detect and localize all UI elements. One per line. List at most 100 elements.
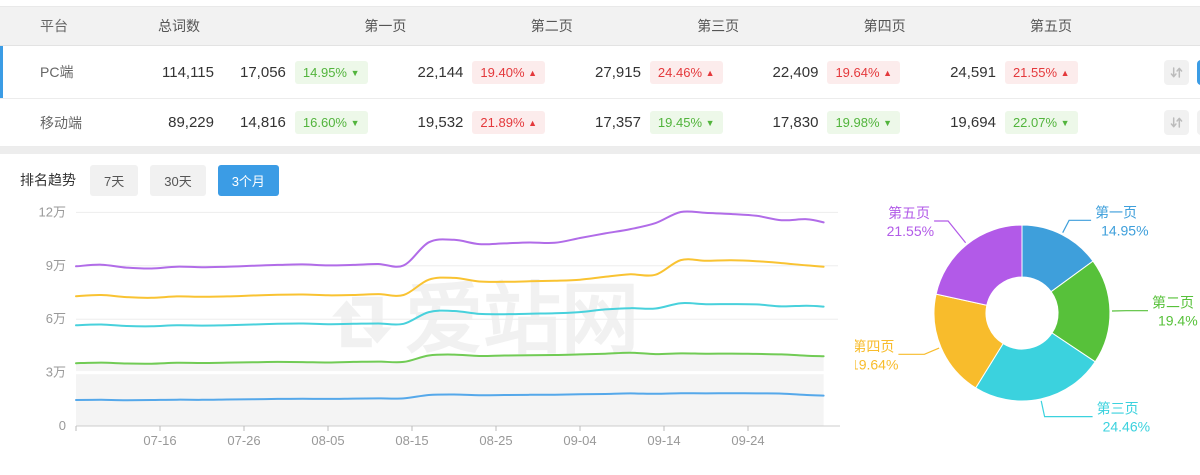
- donut-label-percent: 19.64%: [855, 356, 898, 372]
- x-tick-label: 08-05: [311, 433, 344, 448]
- column-header: 第四页: [739, 16, 905, 36]
- donut-slice-第五页: [936, 225, 1022, 305]
- arrow-down-icon: ▼: [706, 118, 715, 128]
- total-words-cell: 114,115: [118, 64, 240, 81]
- trend-chart-button[interactable]: [1197, 110, 1200, 135]
- x-tick-label: 07-26: [227, 433, 260, 448]
- row-actions: [1128, 60, 1200, 85]
- arrow-up-icon: ▲: [528, 118, 537, 128]
- y-tick-label: 9万: [46, 258, 66, 273]
- label-leader-line: [898, 348, 939, 354]
- y-tick-label: 6万: [46, 311, 66, 326]
- page-3-cell: 27,915 24.46% ▲: [595, 61, 773, 84]
- x-tick-label: 09-24: [731, 433, 764, 448]
- arrow-down-icon: ▼: [351, 118, 360, 128]
- arrow-up-icon: ▲: [528, 68, 537, 78]
- x-tick-label: 09-14: [647, 433, 680, 448]
- trend-header: 排名趋势 7天 30天 3个月: [0, 166, 1200, 194]
- x-tick-label: 08-25: [479, 433, 512, 448]
- column-header: 第三页: [573, 16, 739, 36]
- aizhan-logo-icon: [332, 297, 391, 347]
- change-badge: 19.64% ▲: [827, 61, 900, 84]
- page-count: 22,409: [773, 64, 819, 81]
- tab-30-days[interactable]: 30天: [150, 165, 205, 196]
- sort-arrows-icon: [1169, 115, 1184, 130]
- sort-button[interactable]: [1164, 60, 1189, 85]
- page-count: 17,830: [773, 114, 819, 131]
- total-words-cell: 89,229: [118, 114, 240, 131]
- page-4-cell: 22,409 19.64% ▲: [773, 61, 951, 84]
- x-tick-label: 07-16: [143, 433, 176, 448]
- change-badge: 21.55% ▲: [1005, 61, 1078, 84]
- change-badge: 19.98% ▼: [827, 111, 900, 134]
- page-count: 27,915: [595, 64, 641, 81]
- platform-cell: 移动端: [0, 113, 118, 133]
- column-header: 平台: [0, 16, 118, 36]
- change-badge: 19.40% ▲: [472, 61, 545, 84]
- donut-label-percent: 24.46%: [1103, 419, 1150, 435]
- trend-title: 排名趋势: [20, 170, 76, 190]
- change-badge: 16.60% ▼: [295, 111, 368, 134]
- change-badge: 14.95% ▼: [295, 61, 368, 84]
- page-2-cell: 22,144 19.40% ▲: [418, 61, 596, 84]
- y-tick-label: 0: [59, 418, 66, 433]
- column-header: 总词数: [118, 16, 240, 36]
- donut-label-percent: 21.55%: [887, 223, 934, 239]
- platform-cell: PC端: [0, 62, 118, 82]
- trend-range-tabs: 7天 30天 3个月: [90, 165, 279, 196]
- label-leader-line: [934, 221, 966, 243]
- arrow-down-icon: ▼: [351, 68, 360, 78]
- page-count: 14,816: [240, 114, 286, 131]
- page-count: 24,591: [950, 64, 996, 81]
- tab-3-months[interactable]: 3个月: [218, 165, 279, 196]
- page-distribution-donut-chart: 第一页14.95%第二页19.4%第三页24.46%第四页19.64%第五页21…: [855, 198, 1200, 466]
- column-header: 第五页: [906, 16, 1072, 36]
- donut-label-name: 第三页: [1097, 401, 1139, 417]
- page-5-cell: 19,694 22.07% ▼: [950, 111, 1128, 134]
- page-count: 17,056: [240, 64, 286, 81]
- change-badge: 21.89% ▲: [472, 111, 545, 134]
- change-badge: 19.45% ▼: [650, 111, 723, 134]
- y-tick-label: 3万: [46, 365, 66, 380]
- donut-label-percent: 19.4%: [1158, 313, 1198, 329]
- sort-button[interactable]: [1164, 110, 1189, 135]
- page-5-cell: 24,591 21.55% ▲: [950, 61, 1128, 84]
- table-header: 平台总词数第一页第二页第三页第四页第五页: [0, 7, 1200, 46]
- column-header: 第二页: [406, 16, 572, 36]
- donut-label-percent: 14.95%: [1101, 222, 1148, 238]
- sort-arrows-icon: [1169, 65, 1184, 80]
- arrow-down-icon: ▼: [883, 118, 892, 128]
- donut-label-name: 第四页: [855, 338, 894, 354]
- x-tick-label: 09-04: [563, 433, 596, 448]
- page-count: 22,144: [418, 64, 464, 81]
- page-4-cell: 17,830 19.98% ▼: [773, 111, 951, 134]
- page-1-cell: 17,056 14.95% ▼: [240, 61, 418, 84]
- change-badge: 24.46% ▲: [650, 61, 723, 84]
- section-divider: [0, 147, 1200, 154]
- trend-chart-button[interactable]: [1197, 60, 1200, 85]
- label-leader-line: [1041, 401, 1092, 417]
- arrow-down-icon: ▼: [1061, 118, 1070, 128]
- donut-label-name: 第一页: [1095, 204, 1137, 220]
- arrow-up-icon: ▲: [706, 68, 715, 78]
- donut-label-name: 第五页: [888, 205, 930, 221]
- row-actions: [1128, 110, 1200, 135]
- page-count: 19,694: [950, 114, 996, 131]
- change-badge: 22.07% ▼: [1005, 111, 1078, 134]
- column-header: 第一页: [240, 16, 406, 36]
- arrow-up-icon: ▲: [1061, 68, 1070, 78]
- arrow-up-icon: ▲: [883, 68, 892, 78]
- x-tick-label: 08-15: [395, 433, 428, 448]
- page-1-cell: 14,816 16.60% ▼: [240, 111, 418, 134]
- tab-7-days[interactable]: 7天: [90, 165, 138, 196]
